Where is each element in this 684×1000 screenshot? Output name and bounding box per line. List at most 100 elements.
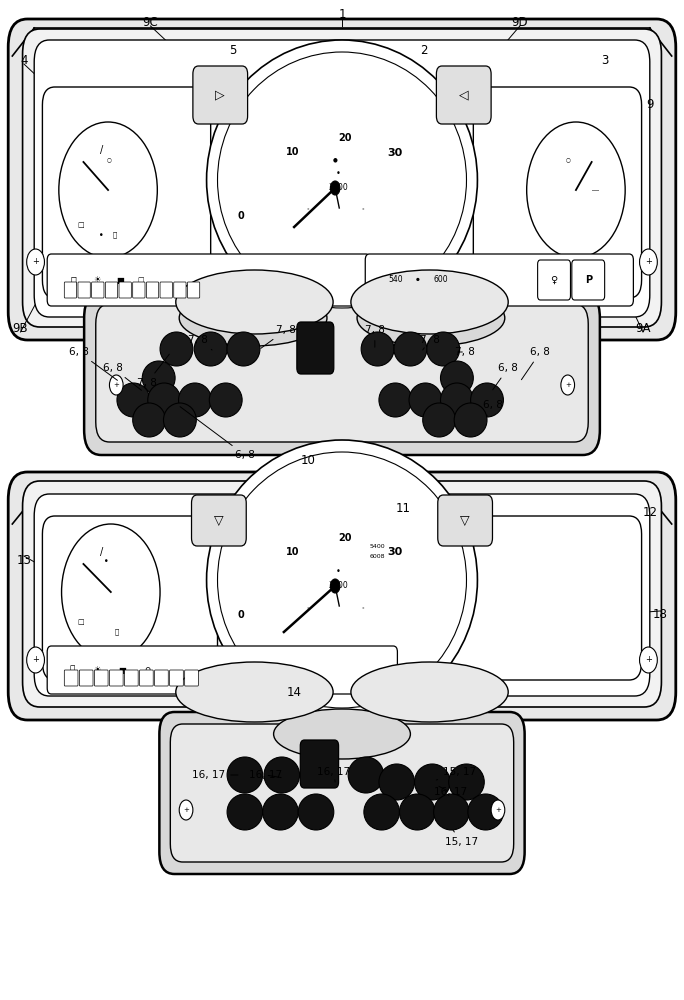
Text: 20: 20 bbox=[338, 133, 352, 143]
Ellipse shape bbox=[263, 794, 298, 830]
Text: 9D: 9D bbox=[512, 15, 528, 28]
Ellipse shape bbox=[194, 332, 227, 366]
FancyBboxPatch shape bbox=[436, 66, 491, 124]
Circle shape bbox=[27, 249, 44, 275]
Text: 10: 10 bbox=[286, 147, 300, 157]
Ellipse shape bbox=[274, 709, 410, 759]
FancyBboxPatch shape bbox=[47, 254, 370, 306]
Text: 6, 8: 6, 8 bbox=[103, 363, 142, 390]
Text: 16, 17: 16, 17 bbox=[249, 770, 282, 780]
Ellipse shape bbox=[298, 794, 334, 830]
Text: 16, 17: 16, 17 bbox=[192, 770, 238, 780]
Text: ◁: ◁ bbox=[459, 89, 469, 102]
Text: ■: ■ bbox=[116, 275, 124, 284]
Text: +: + bbox=[645, 257, 652, 266]
Ellipse shape bbox=[415, 764, 450, 800]
Text: 13: 13 bbox=[16, 554, 31, 566]
Ellipse shape bbox=[227, 794, 263, 830]
FancyBboxPatch shape bbox=[185, 670, 198, 686]
Ellipse shape bbox=[227, 332, 260, 366]
Text: 14: 14 bbox=[287, 686, 302, 698]
FancyBboxPatch shape bbox=[160, 282, 172, 298]
Text: +: + bbox=[495, 807, 501, 813]
Ellipse shape bbox=[218, 52, 466, 308]
Ellipse shape bbox=[449, 764, 484, 800]
FancyBboxPatch shape bbox=[192, 495, 246, 546]
Text: ○: ○ bbox=[107, 157, 111, 162]
Circle shape bbox=[179, 800, 193, 820]
Ellipse shape bbox=[176, 662, 333, 722]
FancyBboxPatch shape bbox=[412, 516, 642, 680]
Text: 11: 11 bbox=[396, 502, 411, 514]
Text: ⚫: ⚫ bbox=[415, 277, 420, 283]
FancyBboxPatch shape bbox=[8, 19, 676, 340]
FancyBboxPatch shape bbox=[34, 494, 650, 696]
Text: 30: 30 bbox=[388, 148, 403, 158]
Ellipse shape bbox=[207, 440, 477, 720]
Text: Ⓢ: Ⓢ bbox=[69, 666, 75, 674]
Text: 7, 8: 7, 8 bbox=[419, 335, 440, 350]
FancyBboxPatch shape bbox=[119, 282, 131, 298]
Text: 9A: 9A bbox=[635, 322, 650, 334]
Ellipse shape bbox=[179, 383, 211, 417]
FancyBboxPatch shape bbox=[146, 282, 159, 298]
Text: 9B: 9B bbox=[13, 322, 28, 334]
Text: ▽: ▽ bbox=[214, 514, 224, 526]
FancyBboxPatch shape bbox=[34, 40, 650, 317]
Text: °: ° bbox=[361, 607, 364, 612]
Text: 18: 18 bbox=[653, 608, 668, 621]
Text: □: □ bbox=[137, 277, 144, 283]
FancyBboxPatch shape bbox=[23, 29, 661, 327]
FancyBboxPatch shape bbox=[79, 670, 93, 686]
FancyBboxPatch shape bbox=[300, 740, 339, 788]
Text: 7, 8: 7, 8 bbox=[261, 325, 296, 348]
Text: 5400: 5400 bbox=[370, 544, 385, 548]
Ellipse shape bbox=[351, 270, 508, 334]
Ellipse shape bbox=[264, 757, 300, 793]
Ellipse shape bbox=[379, 764, 415, 800]
Ellipse shape bbox=[468, 794, 503, 830]
Text: 6, 8: 6, 8 bbox=[492, 363, 518, 390]
Text: 6, 8: 6, 8 bbox=[180, 407, 255, 460]
Ellipse shape bbox=[394, 332, 427, 366]
FancyBboxPatch shape bbox=[78, 282, 90, 298]
Text: ●: ● bbox=[333, 157, 337, 162]
Text: Ⓢ: Ⓢ bbox=[71, 275, 77, 285]
FancyBboxPatch shape bbox=[124, 670, 138, 686]
Text: 9: 9 bbox=[646, 99, 653, 111]
Text: 6, 8: 6, 8 bbox=[521, 347, 551, 380]
Text: 15, 17: 15, 17 bbox=[445, 830, 478, 847]
Ellipse shape bbox=[179, 290, 327, 346]
Text: +: + bbox=[32, 257, 39, 266]
FancyBboxPatch shape bbox=[174, 282, 186, 298]
Ellipse shape bbox=[160, 332, 193, 366]
Text: ☀: ☀ bbox=[94, 666, 101, 674]
Text: +: + bbox=[32, 656, 39, 664]
Circle shape bbox=[491, 800, 505, 820]
Text: •: • bbox=[335, 568, 341, 576]
FancyBboxPatch shape bbox=[84, 293, 600, 455]
FancyBboxPatch shape bbox=[105, 282, 118, 298]
Text: X100: X100 bbox=[329, 184, 348, 192]
FancyBboxPatch shape bbox=[187, 282, 200, 298]
Text: 6, 8: 6, 8 bbox=[482, 400, 503, 416]
Ellipse shape bbox=[379, 383, 412, 417]
Text: 15, 17: 15, 17 bbox=[436, 767, 476, 780]
Ellipse shape bbox=[364, 794, 399, 830]
Ellipse shape bbox=[434, 794, 469, 830]
FancyBboxPatch shape bbox=[155, 670, 168, 686]
Ellipse shape bbox=[399, 794, 435, 830]
Ellipse shape bbox=[440, 361, 473, 395]
Text: ⛽: ⛽ bbox=[113, 232, 117, 238]
Ellipse shape bbox=[527, 122, 625, 258]
Text: ⛽: ⛽ bbox=[114, 629, 118, 635]
FancyBboxPatch shape bbox=[365, 254, 633, 306]
Ellipse shape bbox=[117, 383, 150, 417]
FancyBboxPatch shape bbox=[538, 260, 570, 300]
Text: ■: ■ bbox=[118, 666, 126, 674]
Text: 1: 1 bbox=[339, 7, 345, 20]
Text: 10: 10 bbox=[286, 547, 300, 557]
FancyBboxPatch shape bbox=[42, 87, 211, 298]
FancyBboxPatch shape bbox=[438, 495, 492, 546]
Text: P: P bbox=[585, 275, 592, 285]
